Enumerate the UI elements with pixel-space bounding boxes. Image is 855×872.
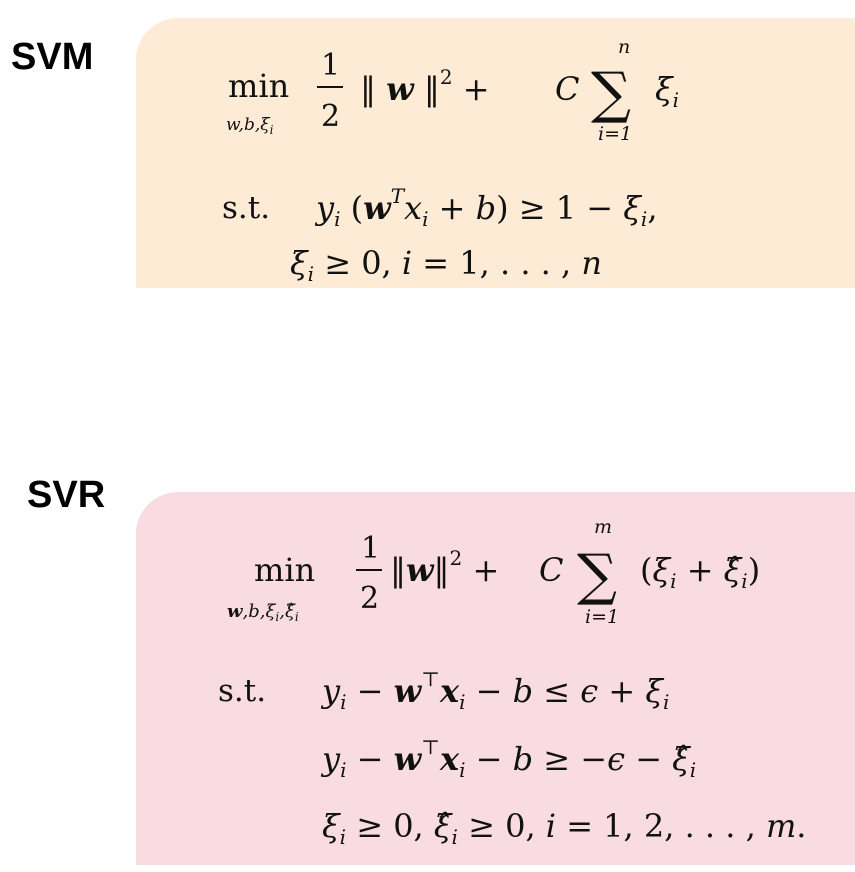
svr-objective: min w,b,ξi,ξ̂i 1 2 ‖w‖2 + C m ∑ i=1 (ξi … [227, 516, 760, 628]
svm-title: SVM [11, 36, 94, 78]
svm-st-label: s.t. [222, 190, 270, 226]
sigma-symbol: ∑ [591, 61, 631, 126]
svr-st-label: s.t. [218, 673, 266, 709]
svr-min-subscript: w,b,ξi,ξ̂i [227, 601, 299, 624]
sigma-symbol: ∑ [577, 543, 617, 608]
svr-summand: (ξi + ξ̂i) [640, 551, 760, 593]
svm-formula-panel [136, 18, 855, 288]
svm-norm-term: ‖ w ‖2 + [360, 65, 490, 108]
svr-constraint-3: ξi ≥ 0, ξ̂i ≥ 0, i = 1, 2, . . . , m. [322, 807, 806, 849]
svr-C: C [539, 551, 563, 589]
svm-min-subscript: w,b,ξi [226, 115, 274, 137]
svr-formula-panel [136, 492, 855, 865]
svm-objective: min w,b,ξi 1 2 ‖ w ‖2 + C n ∑ i=1 ξi [226, 36, 679, 145]
svm-sum-upper: n [618, 36, 630, 58]
svm-min-operator: min [228, 67, 289, 105]
svm-sum-lower: i=1 [598, 123, 632, 145]
svr-fraction-denominator: 2 [360, 581, 379, 616]
svr-sum-lower: i=1 [585, 606, 619, 628]
svm-C: C [555, 70, 579, 108]
svr-constraint-1: yi − w⊤xi − b ≤ ϵ + ξi [320, 667, 669, 714]
svr-title: SVR [27, 474, 106, 516]
svm-constraint-1: yi (wTxi + b) ≥ 1 − ξi, [314, 184, 657, 231]
svm-fraction-denominator: 2 [321, 99, 340, 134]
svm-constraints: s.t. yi (wTxi + b) ≥ 1 − ξi, ξi ≥ 0, i =… [222, 184, 657, 286]
svr-norm-term: ‖w‖2 + [390, 546, 499, 589]
svr-constraints: s.t. yi − w⊤xi − b ≤ ϵ + ξi yi − w⊤xi − … [218, 667, 806, 849]
svr-sum-upper: m [594, 516, 612, 538]
svm-constraint-2: ξi ≥ 0, i = 1, . . . , n [290, 244, 602, 286]
svr-constraint-2: yi − w⊤xi − b ≥ −ϵ − ξ̂i [320, 735, 696, 782]
svm-fraction-numerator: 1 [321, 48, 340, 83]
svm-summand: ξi [655, 70, 679, 112]
svr-min-operator: min [254, 551, 315, 589]
svr-fraction-numerator: 1 [361, 531, 380, 566]
